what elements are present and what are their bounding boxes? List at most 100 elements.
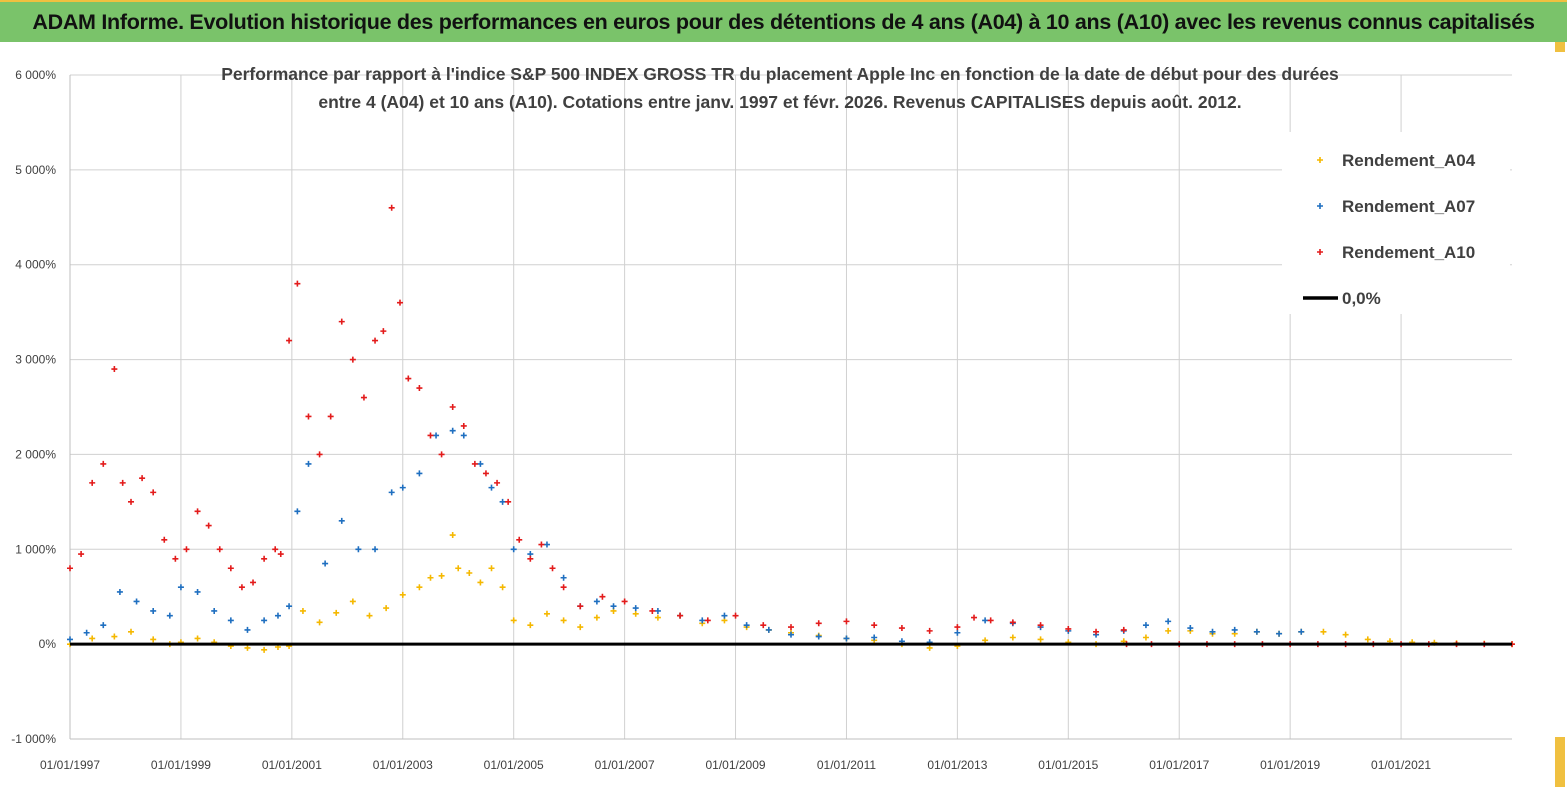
x-tick-label: 01/01/2021	[1371, 758, 1431, 772]
data-point	[743, 622, 750, 629]
data-point	[194, 588, 201, 595]
data-point	[494, 479, 501, 486]
data-point	[366, 612, 373, 619]
data-point	[460, 432, 467, 439]
data-point	[286, 337, 293, 344]
data-point	[871, 634, 878, 641]
data-point	[355, 546, 362, 553]
data-point	[227, 617, 234, 624]
legend-label: Rendement_A04	[1342, 151, 1476, 170]
data-point	[116, 588, 123, 595]
corner-handle-top-right	[1555, 42, 1565, 52]
data-point	[843, 635, 850, 642]
data-point	[516, 536, 523, 543]
data-point	[1253, 628, 1260, 635]
legend-marker	[1317, 249, 1323, 255]
data-point	[327, 413, 334, 420]
data-point	[272, 546, 279, 553]
x-tick-label: 01/01/2015	[1038, 758, 1098, 772]
x-tick-label: 01/01/1999	[151, 758, 211, 772]
data-point	[119, 479, 126, 486]
data-point	[416, 385, 423, 392]
data-point	[1298, 628, 1305, 635]
data-point	[560, 574, 567, 581]
data-point	[238, 584, 245, 591]
chart-title-line1: Performance par rapport à l'indice S&P 5…	[221, 64, 1339, 84]
data-point	[1120, 626, 1127, 633]
data-point	[380, 328, 387, 335]
data-point	[372, 546, 379, 553]
data-point	[89, 635, 96, 642]
data-point	[1165, 618, 1172, 625]
data-point	[244, 644, 251, 651]
data-point	[466, 570, 473, 576]
data-point	[549, 565, 556, 572]
y-tick-label: 6 000%	[15, 68, 56, 82]
data-point	[261, 617, 268, 624]
chart-legend: Rendement_A04 Rendement_A07 Rendement_A10 0…	[1282, 132, 1510, 314]
data-point	[449, 532, 456, 539]
data-point	[277, 551, 284, 558]
data-point	[538, 541, 545, 548]
data-point	[78, 551, 85, 558]
data-point	[316, 619, 323, 626]
data-point	[349, 598, 356, 605]
data-point	[599, 593, 606, 600]
data-point	[788, 624, 794, 631]
data-point	[954, 629, 961, 636]
data-point	[621, 598, 628, 605]
data-point	[815, 633, 822, 640]
y-tick-label: -1 000%	[11, 732, 56, 746]
series-rendement-a07	[67, 427, 1305, 646]
data-point	[543, 541, 550, 548]
data-point	[843, 618, 850, 625]
data-point	[133, 598, 140, 605]
y-tick-label: 5 000%	[15, 163, 56, 177]
data-point	[261, 555, 268, 562]
x-tick-label: 01/01/2019	[1260, 758, 1320, 772]
data-point	[510, 546, 517, 553]
data-point	[543, 610, 550, 617]
data-point	[632, 605, 639, 612]
data-point	[982, 637, 989, 644]
data-point	[111, 633, 118, 640]
data-point	[1364, 636, 1371, 643]
x-tick-label: 01/01/2017	[1149, 758, 1209, 772]
data-point	[488, 484, 495, 491]
data-point	[427, 432, 434, 439]
data-point	[593, 614, 600, 621]
data-point	[177, 584, 184, 591]
data-point	[250, 579, 257, 586]
data-point	[427, 574, 434, 581]
data-point	[150, 489, 157, 496]
y-tick-label: 0%	[39, 637, 57, 651]
y-tick-label: 2 000%	[15, 447, 56, 461]
data-point	[205, 522, 212, 529]
data-point	[721, 612, 728, 619]
data-point	[349, 356, 356, 363]
x-tick-label: 01/01/2009	[706, 758, 766, 772]
y-tick-label: 4 000%	[15, 258, 56, 272]
y-tick-label: 1 000%	[15, 542, 56, 556]
report-banner: ADAM Informe. Evolution historique des p…	[0, 0, 1567, 42]
legend-marker	[1317, 203, 1323, 209]
data-point	[482, 470, 489, 477]
data-point	[416, 584, 423, 591]
x-tick-label: 01/01/2001	[262, 758, 322, 772]
data-point	[488, 565, 495, 572]
data-point	[416, 470, 423, 477]
data-point	[294, 280, 301, 287]
data-point	[1142, 622, 1149, 629]
data-point	[274, 612, 281, 619]
x-tick-label: 01/01/2011	[817, 758, 876, 772]
data-point	[1276, 630, 1283, 637]
data-point	[926, 627, 933, 634]
x-tick-label: 01/01/1997	[40, 758, 100, 772]
data-point	[505, 498, 512, 505]
data-point	[677, 612, 684, 619]
data-point	[898, 625, 905, 632]
data-point	[244, 626, 251, 633]
data-point	[1065, 625, 1072, 632]
data-point	[560, 617, 567, 624]
data-point	[128, 498, 135, 505]
